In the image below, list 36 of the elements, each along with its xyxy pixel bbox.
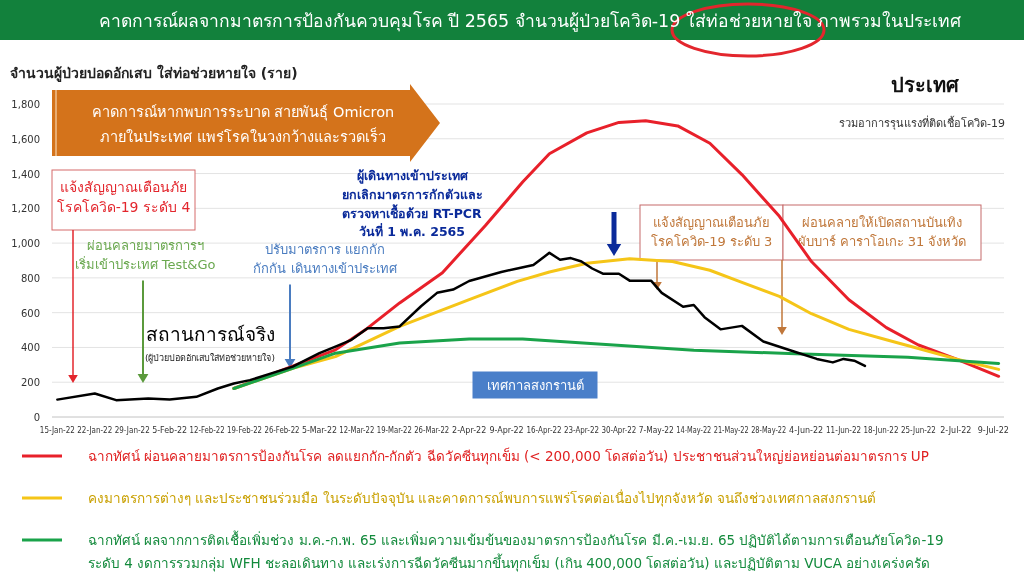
y-tick-label: 1,800 [11,99,40,110]
x-tick-label: 7-May-22 [638,426,677,435]
x-tick-label: 4-Jun-22 [789,426,824,435]
y-tick-label: 600 [20,307,40,319]
y-tick-label: 200 [20,377,40,389]
x-tick-label: 2-Jul-22 [940,426,972,435]
text: รวมอาการรุนแรงที่ติดเชื้อโควิด-19 [839,115,1005,130]
x-tick-label: 2-Apr-22 [452,426,487,435]
y-tick-label: 0 [33,412,40,423]
x-tick-label: 9-Jul-22 [977,426,1009,435]
text: ประเทศ [891,73,960,97]
y-tick-label: 1,200 [11,203,40,215]
annotation: ผู้เดินทางเข้าประเทศ ยกเลิกมาตรการกักตัวและ ตรวจหาเชื้อด้วย RT-PCR วันที่ 1 พ.ค. 2565 [341,168,483,240]
annotation: ผ่อนคลายให้เปิดสถานบันเทิง ผับบาร์ คาราโอเกะ 31 จังหวัด [797,215,967,249]
x-tick-label: 5-Mar-22 [301,426,338,435]
y-tick-label: 800 [20,272,40,284]
y-tick-label: 400 [20,342,40,354]
legend-label: ฉากทัศน์ ผ่อนคลายมาตรการป้องกันโรค ลดแยกกัก-กักตัว ฉีดวัคซีนทุกเข็ม (< 200,000 โดสต่อวัน) ประชาชนส่วนใหญ่ย่อหย่อนต่อมาตรการ UP [88,447,929,465]
legend-label: คงมาตรการต่างๆ และประชาชนร่วมมือ ในระดับปัจจุบัน และคาดการณ์พบการแพร่โรคต่อเนื่องไปทุกจังหวัด จนถึงช่วงเทศกาลสงกรานต์ [88,489,877,507]
x-tick-label: 9-Apr-22 [489,426,524,435]
annotation: (ผู้ป่วยปอดอักเสบใส่ท่อช่วยหายใจ) [144,353,276,364]
chart-title: คาดการณ์ผลจากมาตรการป้องกันควบคุมโรค ปี 2565 จำนวนผู้ป่วยโควิด-19 ใส่ท่อช่วยหายใจ ภาพรวมในประเทศ [98,11,962,32]
annotation: แจ้งสัญญาณเตือนภัย โรคโควิด-19 ระดับ 3 [650,215,773,249]
y-tick-label: 1,600 [11,133,40,145]
annotation: เทศกาลสงกรานต์ [486,378,584,393]
x-tick-label: 5-Feb-22 [152,426,188,435]
annotation: แจ้งสัญญาณเตือนภัย โรคโควิด-19 ระดับ 4 [56,179,191,216]
x-tick-label: 29-Jan-22 [114,426,154,435]
x-tick-label: 25-Jun-22 [900,426,941,435]
annotation: คาดการณ์หากพบการระบาด สายพันธุ์ Omicron ภายในประเทศ แพร่โรคในวงกว้างและรวดเร็ว [91,104,395,145]
annotation: ปรับมาตรการ แยกกัก กักกัน เดินทางเข้าประเทศ [253,242,398,276]
y-axis-title: จำนวนผู้ป่วยปอดอักเสบ ใส่ท่อช่วยหายใจ (ราย) [10,64,298,82]
series-label: สถานการณ์จริง [145,323,275,345]
y-tick-label: 1,400 [11,168,40,180]
y-tick-label: 1,000 [11,238,40,250]
annotation: ผ่อนคลายมาตรการฯ เริ่มเข้าประเทศ Test&Go [74,238,216,272]
